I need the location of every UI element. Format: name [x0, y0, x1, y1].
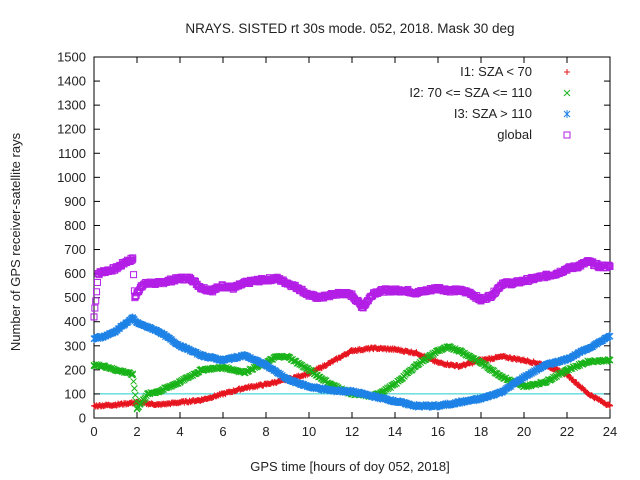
x-tick-label: 22: [560, 424, 574, 439]
x-tick-label: 18: [474, 424, 488, 439]
y-tick-label: 100: [64, 386, 86, 401]
y-tick-label: 700: [64, 242, 86, 257]
x-tick-label: 6: [219, 424, 226, 439]
data-point: [93, 288, 101, 296]
legend-marker: [563, 131, 571, 139]
x-tick-label: 2: [133, 424, 140, 439]
y-tick-label: 200: [64, 362, 86, 377]
data-point: [93, 278, 101, 286]
y-tick-label: 900: [64, 194, 86, 209]
legend-marker: [564, 69, 570, 75]
x-tick-label: 16: [431, 424, 445, 439]
legend-label: I1: SZA < 70: [460, 64, 532, 79]
x-tick-label: 20: [517, 424, 531, 439]
y-tick-label: 1400: [57, 74, 86, 89]
chart-title: NRAYS. SISTED rt 30s mode. 052, 2018. Ma…: [185, 21, 514, 36]
x-tick-label: 10: [302, 424, 316, 439]
legend-label: global: [497, 127, 532, 142]
x-tick-label: 12: [345, 424, 359, 439]
series-layer: [90, 254, 614, 413]
legend-marker: [563, 110, 571, 118]
x-tick-label: 14: [388, 424, 402, 439]
data-point: [131, 385, 138, 392]
y-tick-labels: 0 100 200 300 400 500 600 700 800 900 1000 1100 1200…: [57, 50, 86, 426]
data-point: [128, 256, 136, 264]
y-tick-label: 1500: [57, 50, 86, 65]
x-tick-label: 0: [90, 424, 97, 439]
data-point: [90, 313, 98, 321]
y-tick-label: 0: [79, 411, 86, 426]
x-axis-label: GPS time [hours of doy 052, 2018]: [250, 459, 449, 474]
y-tick-label: 1100: [58, 146, 86, 161]
x-tick-label: 8: [262, 424, 269, 439]
x-tick-label: 24: [603, 424, 617, 439]
data-point: [130, 378, 137, 385]
x-tick-label: 4: [176, 424, 183, 439]
y-tick-label: 1000: [57, 170, 86, 185]
y-axis-label: Number of GPS receiver-satellite rays: [8, 132, 23, 351]
x-tick-labels: 0 2 4 6 8 10 12 14 16 18 20 22 24: [90, 424, 617, 439]
legend: I1: SZA < 70 I2: 70 <= SZA <= 110 I3: SZA …: [409, 64, 571, 142]
y-tick-label: 1200: [57, 122, 86, 137]
legend-label: I2: 70 <= SZA <= 110: [409, 85, 532, 100]
data-point: [605, 261, 613, 269]
data-point: [91, 304, 99, 312]
legend-marker: [563, 89, 571, 97]
y-tick-label: 1300: [57, 98, 86, 113]
y-tick-label: 600: [64, 266, 86, 281]
y-tick-label: 400: [64, 314, 86, 329]
y-tick-label: 300: [64, 338, 86, 353]
y-tick-label: 800: [64, 218, 86, 233]
data-point: [92, 297, 100, 305]
series-3: [90, 254, 614, 321]
data-point: [129, 254, 137, 262]
series-0: [91, 344, 613, 410]
data-point: [130, 271, 138, 279]
legend-label: I3: SZA > 110: [454, 106, 532, 121]
data-point: [606, 262, 614, 270]
data-point: [131, 391, 139, 399]
y-tick-label: 500: [64, 290, 86, 305]
